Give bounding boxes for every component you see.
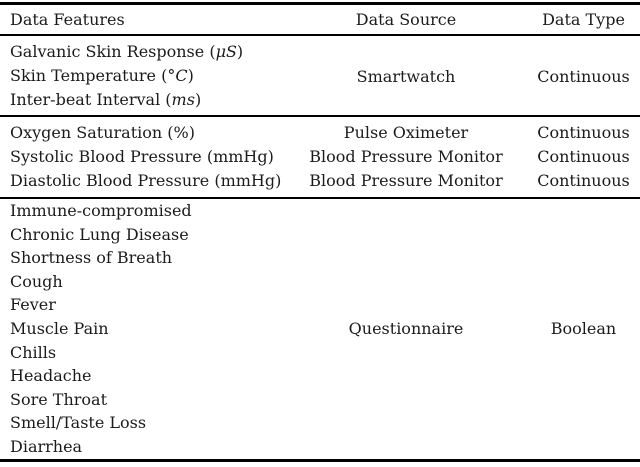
feature-cell: Shortness of Breath [10,248,173,268]
feature-cell: Chronic Lung Disease [10,224,189,244]
feature-cell: Inter-beat Interval (ms) [10,88,285,112]
feature-cell-list: Galvanic Skin Response (μS) Skin Tempera… [0,40,285,112]
feature-cell: Systolic Blood Pressure (mmHg) [10,147,274,166]
feature-cell: Cough [10,271,63,291]
feature-cell-list: Oxygen Saturation (%) Systolic Blood Pre… [0,121,285,193]
feature-cell: Muscle Pain [10,318,109,338]
feature-cell: Sore Throat [10,389,108,409]
feature-cell: Oxygen Saturation (%) [10,123,195,142]
source-cell: Smartwatch [356,66,456,86]
table-group-questionnaire: Immune-compromised Chronic Lung Disease … [0,199,640,459]
type-cell: Continuous [537,147,630,166]
column-header-data-source: Data Source [355,10,457,29]
feature-cell: Headache [10,366,92,386]
feature-cell: Diarrhea [10,436,83,456]
column-header-data-type: Data Type [542,10,625,29]
type-cell: Continuous [537,171,630,190]
feature-cell: Fever [10,295,56,315]
source-cell: Pulse Oximeter [343,123,469,142]
feature-cell-list: Immune-compromised Chronic Lung Disease … [0,199,285,459]
table-mid-rule [0,197,640,199]
type-cell: Continuous [537,66,630,86]
feature-unit-math: C [175,66,188,85]
feature-text: ) [236,42,244,61]
type-cell-list: Continuous Continuous Continuous [527,121,640,193]
feature-unit-math: μS [215,42,237,61]
table-group-smartwatch: Galvanic Skin Response (μS) Skin Tempera… [0,36,640,115]
feature-text: Skin Temperature (° [10,66,176,85]
feature-text: ) [194,90,202,109]
feature-cell: Galvanic Skin Response (μS) [10,40,285,64]
table-header-rule [0,34,640,36]
feature-cell: Immune-compromised [10,201,192,220]
table-top-rule [0,2,640,5]
feature-cell: Smell/Taste Loss [10,413,147,433]
source-cell: Blood Pressure Monitor [309,171,503,190]
feature-cell: Chills [10,342,57,362]
feature-unit-math: ms [171,90,195,109]
feature-cell: Skin Temperature (°C) [10,64,285,88]
feature-text: Inter-beat Interval ( [10,90,172,109]
table-mid-rule [0,115,640,117]
source-cell: Questionnaire [348,319,464,339]
feature-cell: Diastolic Blood Pressure (mmHg) [10,171,282,190]
table-bottom-rule [0,458,640,462]
table-group-vitals: Oxygen Saturation (%) Systolic Blood Pre… [0,117,640,197]
column-header-data-features: Data Features [10,10,125,29]
feature-text: ) [187,66,194,85]
source-cell: Blood Pressure Monitor [309,147,503,166]
feature-text: Galvanic Skin Response ( [10,42,216,61]
table-header-row: Data Features Data Source Data Type [0,5,640,34]
type-cell: Boolean [550,319,617,339]
source-cell-list: Pulse Oximeter Blood Pressure Monitor Bl… [285,121,527,193]
type-cell: Continuous [537,123,630,142]
